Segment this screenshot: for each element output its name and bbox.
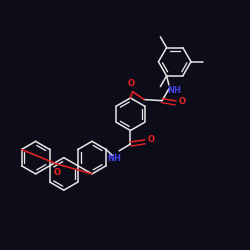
Text: O: O <box>53 168 60 177</box>
Text: NH: NH <box>168 86 181 95</box>
Text: O: O <box>128 79 135 88</box>
Text: NH: NH <box>108 154 122 163</box>
Text: O: O <box>148 136 155 144</box>
Text: O: O <box>179 97 186 106</box>
